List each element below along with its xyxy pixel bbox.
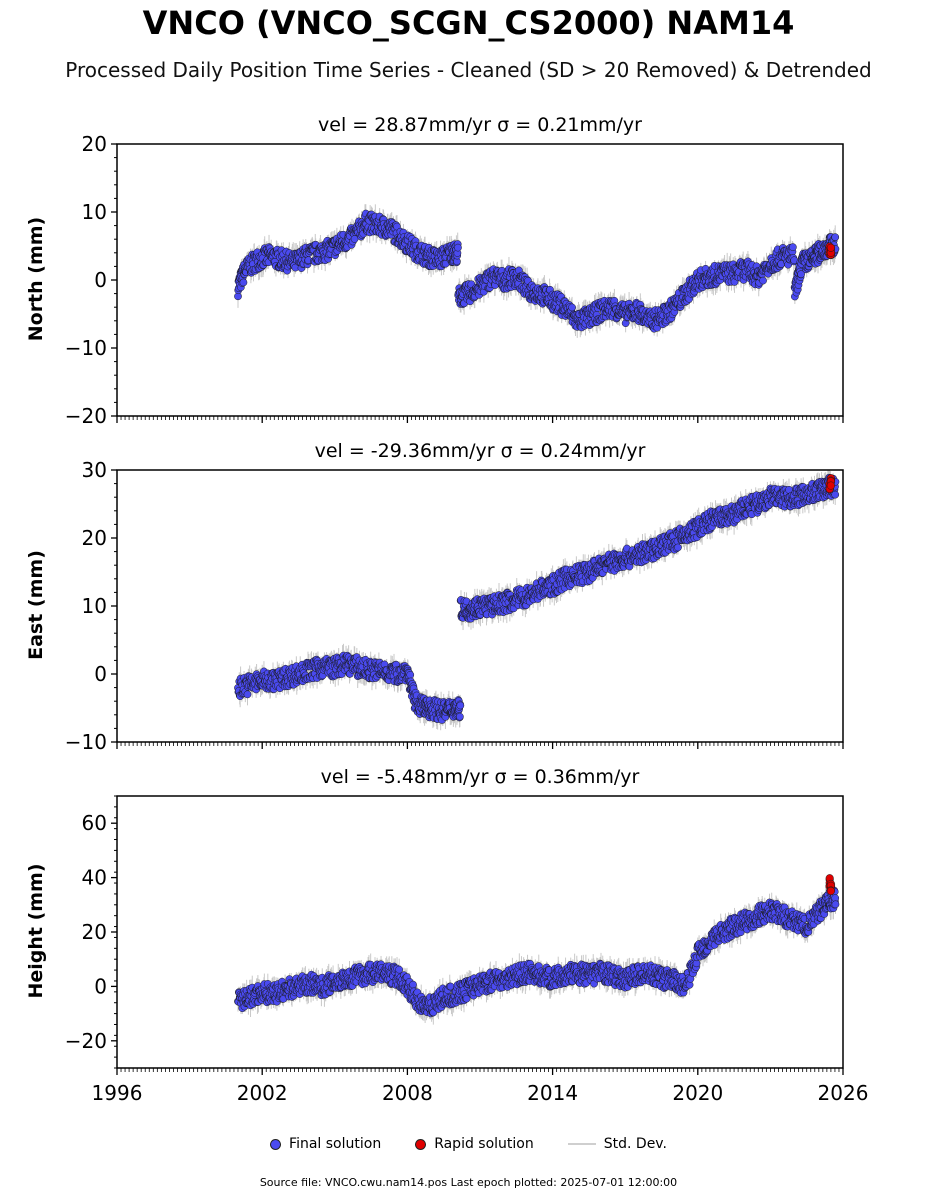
final-point: [831, 233, 840, 242]
height-panel-title: vel = -5.48mm/yr σ = 0.36mm/yr: [320, 766, 640, 788]
rapid-point: [826, 243, 835, 252]
panel-0: −20 −10 0 10 20: [65, 132, 844, 428]
final-point: [789, 243, 797, 251]
plot-area: [234, 470, 840, 731]
y-tick-label: −10: [65, 336, 107, 360]
plot-area: [234, 204, 840, 338]
final-point: [759, 276, 767, 285]
final-points: [234, 209, 840, 333]
y-tick-label: −20: [65, 404, 107, 428]
figure-title: VNCO (VNCO_SCGN_CS2000) NAM14: [142, 4, 795, 42]
y-tick-label: 0: [94, 268, 107, 292]
y-tick-label: 10: [82, 200, 107, 224]
final-point: [568, 303, 576, 312]
figure-subtitle: Processed Daily Position Time Series - C…: [65, 58, 872, 82]
y-tick-label: 20: [82, 132, 107, 156]
east-panel-title: vel = -29.36mm/yr σ = 0.24mm/yr: [314, 440, 646, 462]
north-panel-title: vel = 28.87mm/yr σ = 0.21mm/yr: [318, 114, 642, 136]
final-point: [239, 278, 248, 287]
final-point: [454, 243, 462, 252]
final-point: [243, 690, 252, 699]
final-points: [234, 473, 840, 724]
final-point: [797, 270, 805, 279]
